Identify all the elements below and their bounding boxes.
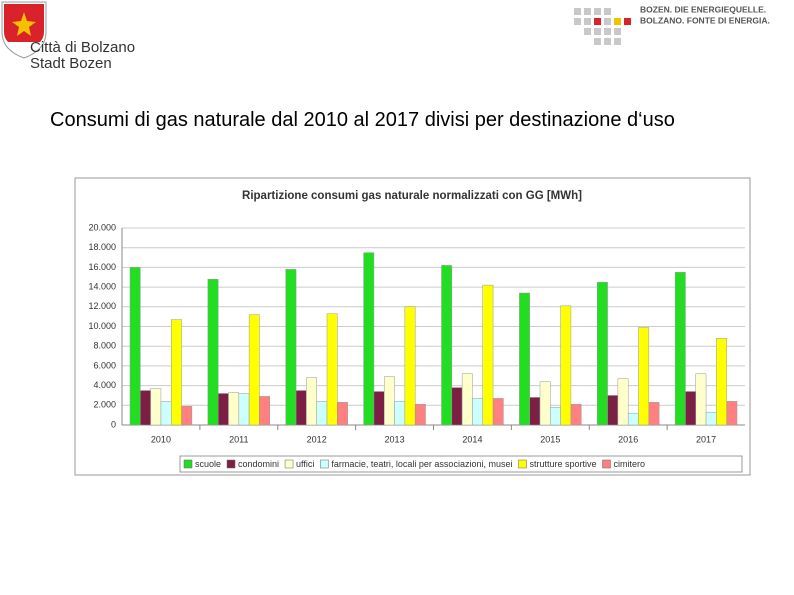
- legend-swatch: [320, 459, 329, 469]
- bar: [695, 373, 707, 426]
- legend-label: cimitero: [614, 459, 646, 469]
- logo-squares: [574, 8, 621, 45]
- bar: [705, 411, 717, 426]
- bar: [441, 265, 453, 426]
- bar: [207, 278, 219, 426]
- bar: [384, 376, 395, 426]
- bar: [181, 406, 193, 426]
- bar: [617, 378, 629, 426]
- city-name: Stadt Bozen: [30, 55, 112, 72]
- bar: [306, 377, 317, 426]
- bar: [363, 252, 375, 426]
- bar: [217, 393, 229, 426]
- chart-title: Ripartizione consumi gas naturale normal…: [242, 190, 582, 202]
- bar: [337, 402, 348, 426]
- bar: [451, 387, 463, 426]
- bar: [228, 392, 240, 426]
- legend-swatch: [183, 459, 193, 469]
- bar: [648, 402, 660, 426]
- bar: [529, 397, 541, 426]
- x-tick-label: 2017: [696, 434, 716, 444]
- x-tick-label: 2013: [385, 434, 405, 444]
- bar: [248, 314, 260, 426]
- bar: [285, 269, 297, 426]
- bar: [140, 390, 151, 426]
- bar: [160, 401, 172, 426]
- bar: [461, 373, 473, 426]
- bar: [316, 401, 328, 426]
- bar: [129, 267, 141, 426]
- bar: [627, 412, 639, 426]
- bar: [171, 319, 182, 426]
- y-tick-label: 18.000: [88, 242, 116, 252]
- slogan: BOZEN. DIE ENERGIEQUELLE.: [640, 4, 766, 14]
- y-tick-label: 6.000: [93, 360, 116, 370]
- bar: [259, 396, 270, 426]
- y-tick-label: 8.000: [93, 341, 116, 351]
- bar: [685, 391, 696, 426]
- y-tick-label: 4.000: [93, 380, 116, 390]
- bar: [726, 401, 738, 426]
- x-tick-label: 2012: [307, 434, 327, 444]
- logo-square-red: [624, 18, 631, 25]
- x-tick-label: 2016: [618, 434, 638, 444]
- bar: [238, 393, 250, 426]
- x-tick-label: 2010: [151, 434, 171, 444]
- chart-frame: [74, 177, 751, 476]
- legend-swatch: [602, 459, 611, 469]
- star: [12, 12, 36, 36]
- bar: [472, 398, 483, 426]
- legend-label: scuole: [195, 459, 221, 469]
- y-tick-label: 16.000: [88, 262, 116, 272]
- legend-swatch: [226, 459, 236, 469]
- bar: [404, 306, 416, 426]
- bar: [638, 327, 650, 426]
- bar: [674, 272, 686, 426]
- y-tick-label: 14.000: [88, 281, 116, 291]
- bar: [414, 404, 426, 426]
- bar: [607, 395, 619, 426]
- bar: [150, 388, 162, 426]
- x-tick-label: 2014: [462, 434, 482, 444]
- y-tick-label: 20.000: [88, 222, 116, 232]
- logo-square-yellow: [614, 18, 621, 25]
- city-name: Città di Bolzano: [30, 39, 135, 56]
- bar: [597, 281, 608, 426]
- x-tick-label: 2015: [540, 434, 560, 444]
- bar: [373, 391, 385, 426]
- legend-label: farmacie, teatri, locali per associazion…: [331, 459, 512, 469]
- bar: [716, 338, 727, 426]
- legend-label: strutture sportive: [529, 459, 596, 469]
- y-tick-label: 2.000: [93, 400, 116, 410]
- slogan: BOLZANO. FONTE DI ENERGIA.: [640, 15, 770, 25]
- header: Città di Bolzano Stadt Bozen BOZEN. DIE …: [1, 1, 770, 72]
- legend-label: condomini: [238, 459, 279, 469]
- bar: [570, 404, 582, 426]
- bar: [326, 313, 338, 426]
- bar: [519, 292, 530, 426]
- bar: [539, 381, 551, 426]
- logo-square-red: [594, 18, 601, 25]
- y-tick-label: 0: [111, 419, 116, 429]
- bar: [295, 390, 307, 426]
- bar: [394, 401, 406, 426]
- heading: Consumi di gas naturale dal 2010 al 2017…: [50, 109, 675, 131]
- legend-label: uffici: [296, 459, 314, 469]
- bar: [550, 407, 561, 426]
- legend-swatch: [518, 459, 527, 469]
- x-tick-label: 2011: [229, 434, 248, 444]
- bar: [560, 305, 572, 426]
- y-tick-label: 12.000: [88, 301, 116, 311]
- bar: [492, 398, 504, 426]
- y-tick-label: 10.000: [88, 321, 116, 331]
- bar: [482, 284, 494, 426]
- legend-frame: [179, 455, 743, 473]
- legend-swatch: [284, 459, 294, 469]
